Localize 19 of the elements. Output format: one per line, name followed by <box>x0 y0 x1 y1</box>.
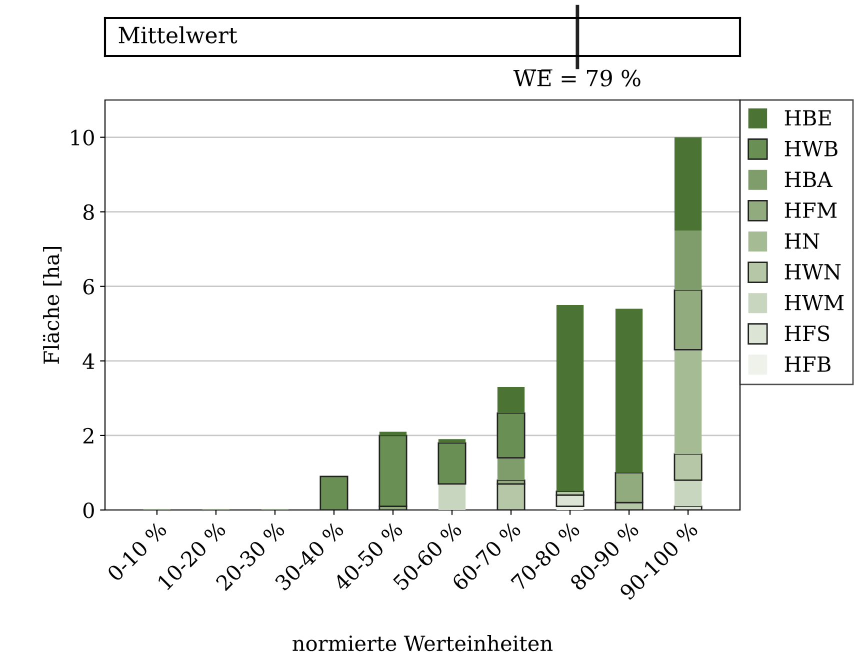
y-axis-title: Fläche [ha] <box>42 246 62 364</box>
legend-label: HWN <box>784 264 841 280</box>
text: W̅E̅ = 79 % <box>513 69 640 86</box>
y-tick-label: 0 <box>83 502 94 518</box>
legend-label: HFB <box>784 356 830 372</box>
legend-label: HBE <box>784 110 831 126</box>
legend-label: HFS <box>784 325 830 342</box>
text: Mittelwert <box>118 26 238 44</box>
legend-label: HBA <box>784 172 832 187</box>
x-axis-title: normierte Werteinheiten <box>292 635 553 652</box>
y-tick-label: 10 <box>71 130 94 146</box>
y-tick-label: 2 <box>83 428 94 444</box>
y-tick-label: 6 <box>83 278 94 295</box>
legend-label: HFM <box>784 202 837 218</box>
y-tick-label: 8 <box>83 204 94 220</box>
y-tick-label: 4 <box>82 353 94 369</box>
legend-label: HN <box>784 233 820 249</box>
legend-label: HWB <box>784 141 838 156</box>
legend-label: HWM <box>784 294 844 310</box>
